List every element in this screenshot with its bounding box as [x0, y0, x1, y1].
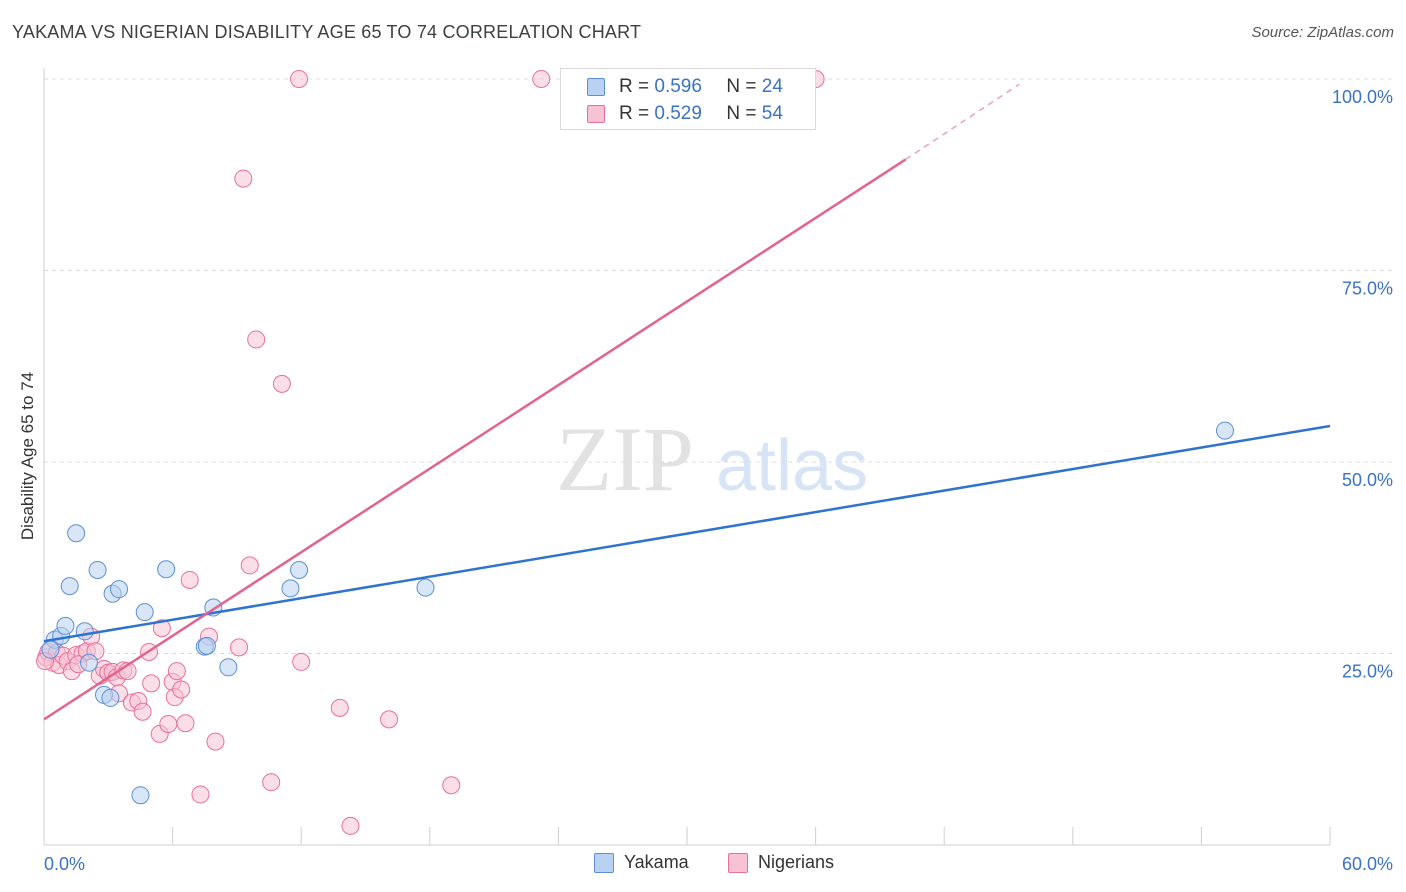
legend-row-nigerians: R = 0.529 N = 54	[587, 102, 783, 126]
yakama-point[interactable]	[157, 560, 176, 579]
nigerians-point[interactable]	[234, 169, 253, 188]
nigerians-point[interactable]	[142, 674, 161, 693]
stats-legend: R = 0.596 N = 24 R = 0.529 N = 54	[560, 68, 816, 130]
nigerians-point[interactable]	[176, 714, 195, 733]
y-tick-label: 100.0%	[1332, 87, 1393, 107]
n-label: N =	[726, 76, 757, 97]
nigerians-point[interactable]	[240, 556, 259, 575]
yakama-point[interactable]	[56, 616, 75, 635]
x-tick-label-min: 0.0%	[44, 854, 85, 874]
nigerians-point[interactable]	[191, 785, 210, 804]
y-tick-label: 50.0%	[1342, 470, 1393, 490]
nigerians-swatch	[587, 105, 605, 123]
yakama-point[interactable]	[41, 640, 60, 659]
nigerians-point[interactable]	[442, 776, 461, 795]
nigerians-point[interactable]	[167, 662, 186, 681]
nigerians-point[interactable]	[230, 638, 249, 657]
nigerians-point[interactable]	[330, 698, 349, 717]
n-label: N =	[726, 103, 757, 124]
yakama-r-value: 0.596	[654, 76, 702, 97]
nigerians-point[interactable]	[159, 714, 178, 733]
nigerians-point[interactable]	[206, 732, 225, 751]
nigerians-trend-extension	[905, 83, 1020, 161]
yakama-legend-label: Yakama	[624, 852, 689, 872]
yakama-legend-swatch	[594, 852, 614, 873]
yakama-swatch	[587, 78, 605, 96]
legend-item-yakama[interactable]: Yakama	[594, 852, 689, 873]
nigerians-trend-line	[43, 158, 907, 721]
yakama-point[interactable]	[67, 524, 86, 543]
nigerians-n-value: 54	[761, 103, 783, 124]
nigerians-point[interactable]	[262, 773, 281, 792]
axes	[43, 68, 1331, 846]
yakama-point[interactable]	[110, 580, 129, 599]
chart-title: YAKAMA VS NIGERIAN DISABILITY AGE 65 TO …	[12, 22, 642, 42]
nigerians-point[interactable]	[532, 70, 551, 88]
yakama-point[interactable]	[290, 561, 309, 580]
nigerians-point[interactable]	[152, 619, 171, 638]
nigerians-point[interactable]	[341, 816, 360, 835]
yakama-point[interactable]	[101, 688, 120, 707]
watermark-atlas: atlas	[716, 426, 868, 506]
trend-lines	[43, 83, 1331, 721]
watermark-zip: ZIP	[556, 408, 694, 510]
nigerians-point[interactable]	[272, 374, 291, 393]
source-label: Source: ZipAtlas.com	[1251, 24, 1394, 41]
yakama-trend-line	[43, 424, 1331, 643]
nigerians-point[interactable]	[380, 710, 399, 729]
y-tick-label: 75.0%	[1342, 279, 1393, 299]
tick-labels: 25.0% 50.0% 75.0% 100.0% 0.0% 60.0%	[44, 87, 1393, 874]
nigerians-r-value: 0.529	[654, 103, 702, 124]
yakama-point[interactable]	[60, 577, 79, 596]
nigerians-point[interactable]	[290, 70, 309, 88]
nigerians-points	[36, 70, 825, 835]
r-label: R =	[619, 103, 650, 124]
nigerians-point[interactable]	[292, 652, 311, 671]
yakama-point[interactable]	[135, 603, 154, 622]
yakama-point[interactable]	[75, 622, 94, 641]
y-tick-label: 25.0%	[1342, 662, 1393, 682]
yakama-point[interactable]	[416, 578, 435, 597]
yakama-point[interactable]	[80, 653, 99, 672]
nigerians-point[interactable]	[247, 330, 266, 349]
legend-item-nigerians[interactable]: Nigerians	[728, 852, 834, 873]
yakama-point[interactable]	[1215, 421, 1234, 440]
watermark: ZIP atlas	[556, 408, 868, 510]
yakama-point[interactable]	[281, 579, 300, 598]
legend-row-yakama: R = 0.596 N = 24	[587, 75, 783, 99]
yakama-point[interactable]	[88, 561, 107, 580]
r-label: R =	[619, 76, 650, 97]
yakama-point[interactable]	[219, 658, 238, 677]
nigerians-legend-swatch	[728, 852, 748, 873]
yakama-point[interactable]	[197, 636, 216, 655]
yakama-point[interactable]	[131, 786, 150, 805]
nigerians-legend-label: Nigerians	[758, 852, 835, 872]
yakama-n-value: 24	[761, 76, 783, 97]
nigerians-point[interactable]	[180, 570, 199, 589]
nigerians-point[interactable]	[133, 702, 152, 721]
nigerians-point[interactable]	[172, 680, 191, 699]
x-tick-label-max: 60.0%	[1342, 854, 1393, 874]
